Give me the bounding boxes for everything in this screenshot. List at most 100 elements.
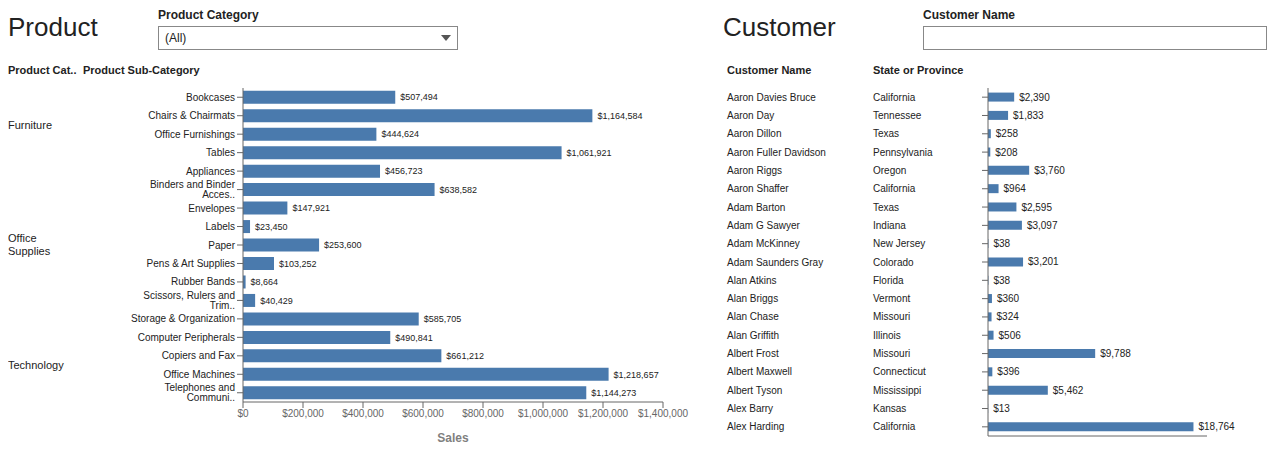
svg-text:$38: $38 (993, 275, 1010, 286)
svg-text:$1,400,000: $1,400,000 (638, 408, 688, 419)
svg-text:Missouri: Missouri (873, 311, 910, 322)
svg-text:$444,624: $444,624 (381, 129, 419, 139)
svg-text:Alex Barry: Alex Barry (727, 403, 773, 414)
svg-text:$585,705: $585,705 (424, 314, 462, 324)
svg-text:Appliances: Appliances (186, 166, 235, 177)
svg-text:$506: $506 (999, 330, 1022, 341)
svg-text:$1,200,000: $1,200,000 (578, 408, 628, 419)
svg-text:$3,097: $3,097 (1027, 220, 1058, 231)
svg-text:$661,212: $661,212 (446, 351, 484, 361)
svg-text:$2,390: $2,390 (1019, 92, 1050, 103)
svg-text:Tables: Tables (206, 147, 235, 158)
svg-text:Binders and BinderAcces..: Binders and BinderAcces.. (150, 179, 236, 200)
svg-text:Albert Tyson: Albert Tyson (727, 385, 782, 396)
svg-text:$5,462: $5,462 (1053, 385, 1084, 396)
svg-text:Kansas: Kansas (873, 403, 906, 414)
svg-text:$1,144,273: $1,144,273 (591, 388, 636, 398)
svg-text:$103,252: $103,252 (279, 259, 317, 269)
svg-text:$40,429: $40,429 (260, 296, 293, 306)
svg-text:Mississippi: Mississippi (873, 385, 921, 396)
svg-text:$208: $208 (995, 147, 1018, 158)
svg-text:Colorado: Colorado (873, 257, 914, 268)
svg-text:$1,164,584: $1,164,584 (597, 111, 642, 121)
svg-text:Albert Maxwell: Albert Maxwell (727, 366, 792, 377)
svg-text:Adam Saunders Gray: Adam Saunders Gray (727, 257, 823, 268)
svg-text:$324: $324 (997, 311, 1020, 322)
svg-text:Aaron Riggs: Aaron Riggs (727, 165, 782, 176)
svg-text:Alan Atkins: Alan Atkins (727, 275, 776, 286)
svg-text:Vermont: Vermont (873, 293, 910, 304)
svg-text:Scissors, Rulers andTrim..: Scissors, Rulers andTrim.. (143, 290, 235, 311)
svg-text:$13: $13 (993, 403, 1010, 414)
svg-text:Oregon: Oregon (873, 165, 906, 176)
svg-text:Illinois: Illinois (873, 330, 901, 341)
svg-text:$200,000: $200,000 (282, 408, 324, 419)
svg-text:Tennessee: Tennessee (873, 110, 922, 121)
svg-text:Florida: Florida (873, 275, 904, 286)
svg-text:Bookcases: Bookcases (186, 92, 235, 103)
svg-text:Albert Frost: Albert Frost (727, 348, 779, 359)
svg-text:Office Machines: Office Machines (163, 369, 235, 380)
svg-text:California: California (873, 421, 916, 432)
svg-text:$1,833: $1,833 (1013, 110, 1044, 121)
svg-text:Indiana: Indiana (873, 220, 906, 231)
svg-text:$638,582: $638,582 (440, 185, 478, 195)
svg-text:Adam McKinney: Adam McKinney (727, 238, 800, 249)
svg-text:Telephones andCommuni..: Telephones andCommuni.. (164, 382, 235, 403)
svg-text:$8,664: $8,664 (251, 277, 279, 287)
svg-text:$3,201: $3,201 (1028, 256, 1059, 267)
svg-text:Adam Barton: Adam Barton (727, 202, 785, 213)
svg-text:Paper: Paper (208, 240, 235, 251)
svg-text:Pennsylvania: Pennsylvania (873, 147, 933, 158)
svg-text:$964: $964 (1004, 183, 1027, 194)
svg-text:Aaron Day: Aaron Day (727, 110, 774, 121)
svg-text:Aaron Dillon: Aaron Dillon (727, 128, 781, 139)
svg-text:$800,000: $800,000 (462, 408, 504, 419)
svg-text:Pens & Art Supplies: Pens & Art Supplies (147, 258, 235, 269)
svg-text:New Jersey: New Jersey (873, 238, 925, 249)
svg-text:$600,000: $600,000 (402, 408, 444, 419)
svg-text:Texas: Texas (873, 202, 899, 213)
svg-text:$1,000,000: $1,000,000 (518, 408, 568, 419)
svg-text:Storage & Organization: Storage & Organization (131, 313, 235, 324)
svg-text:Office Furnishings: Office Furnishings (155, 129, 235, 140)
svg-text:$18,764: $18,764 (1198, 421, 1235, 432)
svg-text:Aaron Davies Bruce: Aaron Davies Bruce (727, 92, 816, 103)
svg-text:Alan Chase: Alan Chase (727, 311, 779, 322)
svg-text:$2,595: $2,595 (1021, 202, 1052, 213)
svg-text:$0: $0 (237, 408, 249, 419)
svg-text:$38: $38 (993, 238, 1010, 249)
svg-text:California: California (873, 183, 916, 194)
svg-text:Texas: Texas (873, 128, 899, 139)
svg-text:Connecticut: Connecticut (873, 366, 926, 377)
svg-text:Envelopes: Envelopes (188, 203, 235, 214)
svg-text:$9,788: $9,788 (1100, 348, 1131, 359)
svg-text:Aaron Shaffer: Aaron Shaffer (727, 183, 789, 194)
svg-text:Alan Griffith: Alan Griffith (727, 330, 779, 341)
svg-text:$360: $360 (997, 293, 1020, 304)
svg-text:$490,841: $490,841 (395, 333, 433, 343)
svg-text:$400,000: $400,000 (342, 408, 384, 419)
svg-text:$456,723: $456,723 (385, 166, 423, 176)
svg-text:$507,494: $507,494 (400, 92, 438, 102)
svg-text:$1,061,921: $1,061,921 (567, 148, 612, 158)
svg-text:Missouri: Missouri (873, 348, 910, 359)
svg-text:Labels: Labels (206, 221, 235, 232)
svg-text:$258: $258 (996, 128, 1019, 139)
svg-text:Copiers and Fax: Copiers and Fax (162, 350, 235, 361)
svg-text:$396: $396 (997, 366, 1020, 377)
svg-text:Aaron Fuller Davidson: Aaron Fuller Davidson (727, 147, 826, 158)
svg-text:Computer Peripherals: Computer Peripherals (138, 332, 235, 343)
svg-text:Adam G Sawyer: Adam G Sawyer (727, 220, 800, 231)
svg-text:$253,600: $253,600 (324, 240, 362, 250)
svg-text:$3,760: $3,760 (1034, 165, 1065, 176)
svg-text:Chairs & Chairmats: Chairs & Chairmats (148, 110, 235, 121)
svg-text:Rubber Bands: Rubber Bands (171, 276, 235, 287)
svg-text:California: California (873, 92, 916, 103)
svg-text:$147,921: $147,921 (292, 203, 330, 213)
svg-text:Sales: Sales (437, 431, 469, 445)
svg-text:$1,218,657: $1,218,657 (614, 370, 659, 380)
svg-text:Alex Harding: Alex Harding (727, 421, 784, 432)
svg-text:Alan Briggs: Alan Briggs (727, 293, 778, 304)
svg-text:$23,450: $23,450 (255, 222, 288, 232)
